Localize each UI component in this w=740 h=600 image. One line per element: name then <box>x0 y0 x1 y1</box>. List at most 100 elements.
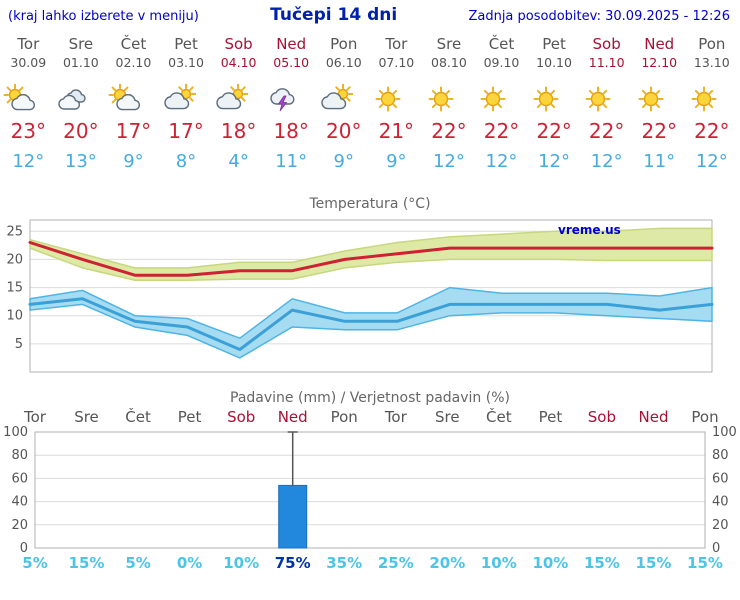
day-column: Pet 03.10 17° 8° <box>160 35 213 172</box>
day-tmax: 23° <box>10 119 47 143</box>
day-date: 08.10 <box>431 55 467 70</box>
thunder-icon <box>265 84 318 114</box>
day-column: Tor 30.09 23° 12° <box>2 35 55 172</box>
precip-ytick-right: 20 <box>712 518 729 533</box>
cloud-sun-icon <box>160 84 213 114</box>
day-tmin: 8° <box>175 151 197 172</box>
day-name: Sre <box>436 35 462 53</box>
precip-day-label: Sre <box>74 408 99 426</box>
day-column: Pon 13.10 22° 12° <box>686 35 739 172</box>
temp-ytick: 10 <box>6 309 23 324</box>
precip-probability: 20% <box>429 554 465 572</box>
day-column: Ned 12.10 22° 11° <box>633 35 686 172</box>
temp-max-line <box>28 241 714 277</box>
day-name: Pon <box>330 35 358 53</box>
day-tmin: 12° <box>432 151 465 172</box>
day-tmin: 9° <box>333 151 354 172</box>
temp-ytick: 15 <box>6 281 23 296</box>
sun-cloud-icon <box>107 84 160 114</box>
sun-icon <box>528 84 581 114</box>
day-name: Čet <box>120 35 147 53</box>
precip-probability: 15% <box>636 554 672 572</box>
precip-probability: 10% <box>223 554 259 572</box>
day-tmin: 4° <box>228 151 249 172</box>
day-name: Sob <box>224 35 253 53</box>
precip-probability: 15% <box>69 554 105 572</box>
precip-probability: 0% <box>177 554 202 572</box>
temp-ytick: 20 <box>6 252 23 267</box>
cloud-sun-icon <box>212 84 265 114</box>
day-column: Sob 04.10 18° 4° <box>212 35 265 172</box>
precip-probability: 25% <box>378 554 414 572</box>
day-name: Sob <box>592 35 621 53</box>
page-title: Tučepi 14 dni <box>270 5 398 25</box>
day-date: 07.10 <box>378 55 415 70</box>
day-tmax: 22° <box>694 119 730 143</box>
temp-ytick: 5 <box>15 337 23 352</box>
temp-min-line <box>28 297 714 351</box>
day-date: 06.10 <box>325 55 362 70</box>
vreme-watermark-link[interactable]: vreme.us <box>558 223 621 237</box>
day-tmax: 20° <box>326 119 362 143</box>
precip-probability: 15% <box>584 554 620 572</box>
day-tmax: 22° <box>483 119 520 143</box>
day-tmax: 22° <box>536 119 572 143</box>
precipitation-chart: Tor Sre Čet Pet Sob Ned Pon Tor Sre Čet Pet Sob Ned P… <box>3 408 737 572</box>
precip-day-label: Pon <box>331 408 358 426</box>
day-date: 12.10 <box>641 55 678 70</box>
sun-icon <box>686 84 739 114</box>
temp-ytick: 25 <box>6 224 23 239</box>
precip-day-label: Sre <box>435 408 460 426</box>
precip-day-label: Pon <box>691 408 718 426</box>
sun-icon <box>370 84 423 114</box>
day-name: Pet <box>174 35 198 53</box>
day-tmin: 11° <box>275 151 308 172</box>
precip-probability: 75% <box>275 554 311 572</box>
precip-probability: 35% <box>326 554 362 572</box>
precip-day-label: Sob <box>227 408 255 426</box>
day-date: 30.09 <box>10 55 47 70</box>
day-tmin: 9° <box>123 151 144 172</box>
day-tmin: 9° <box>386 151 407 172</box>
precip-probability: 5% <box>22 554 47 572</box>
day-tmax: 20° <box>63 119 99 143</box>
day-name: Pet <box>542 35 566 53</box>
day-column: Pet 10.10 22° 12° <box>528 35 581 172</box>
day-name: Tor <box>17 35 40 53</box>
day-date: 02.10 <box>115 55 152 70</box>
cloud-sun-icon <box>317 84 370 114</box>
day-column: Pon 06.10 20° 9° <box>317 35 370 172</box>
day-column: Sre 08.10 22° 12° <box>423 35 476 172</box>
day-column: Ned 05.10 18° 11° <box>265 35 318 172</box>
day-date: 09.10 <box>483 55 520 70</box>
precip-ytick-left: 20 <box>11 518 28 533</box>
last-update: Zadnja posodobitev: 30.09.2025 - 12:26 <box>468 9 730 24</box>
precip-ytick-left: 0 <box>20 541 28 556</box>
temp-chart-title: Temperatura (°C) <box>309 196 431 212</box>
precip-ytick-right: 80 <box>712 448 729 463</box>
day-tmax: 17° <box>115 119 152 143</box>
precip-ytick-left: 80 <box>11 448 28 463</box>
precip-day-label: Tor <box>23 408 47 426</box>
day-date: 05.10 <box>273 55 310 70</box>
precip-day-label: Ned <box>639 408 669 426</box>
day-date: 01.10 <box>62 55 99 70</box>
precip-day-label: Sob <box>588 408 616 426</box>
precip-ytick-right: 40 <box>712 495 729 510</box>
day-tmin: 12° <box>590 151 623 172</box>
precip-chart-title: Padavine (mm) / Verjetnost padavin (%) <box>230 390 510 406</box>
day-name: Ned <box>276 35 307 53</box>
day-column: Sob 11.10 22° 12° <box>580 35 633 172</box>
day-name: Čet <box>488 35 515 53</box>
precip-day-label: Čet <box>486 408 512 426</box>
day-date: 04.10 <box>220 55 257 70</box>
precip-probability: 10% <box>481 554 517 572</box>
day-tmax: 22° <box>431 119 467 143</box>
precip-day-label: Pet <box>178 408 202 426</box>
precip-probability: 15% <box>687 554 723 572</box>
day-tmin: 12° <box>12 151 45 172</box>
day-date: 10.10 <box>536 55 572 70</box>
topbar: (kraj lahko izberete v meniju) Tučepi 14… <box>0 0 740 25</box>
day-column: Sre 01.10 20° 13° <box>55 35 108 172</box>
day-column: Čet 02.10 17° 9° <box>107 35 160 172</box>
